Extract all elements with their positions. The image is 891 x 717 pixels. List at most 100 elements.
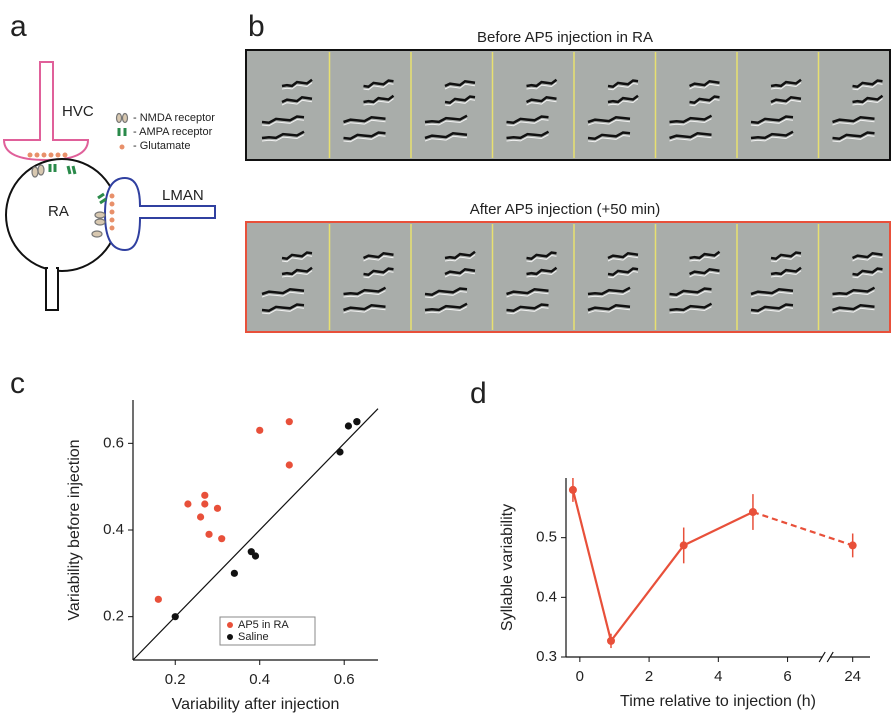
harmonic-stroke bbox=[444, 95, 476, 105]
harmonic-stroke bbox=[832, 286, 876, 296]
harmonic-shadow bbox=[424, 135, 468, 142]
data-point bbox=[213, 504, 222, 512]
harmonic-stroke bbox=[688, 79, 720, 88]
harmonic-shadow bbox=[526, 82, 557, 90]
harmonic-stroke bbox=[506, 303, 549, 312]
legend-marker bbox=[227, 622, 233, 628]
harmonic-stroke bbox=[526, 78, 558, 88]
data-point bbox=[171, 613, 179, 621]
harmonic-shadow bbox=[587, 119, 631, 126]
harmonic-stroke bbox=[832, 304, 875, 312]
harmonic-stroke bbox=[750, 288, 794, 296]
key-label: - AMPA receptor bbox=[133, 126, 213, 138]
ampa-receptors bbox=[48, 164, 107, 205]
line-segment bbox=[610, 544, 685, 642]
data-point bbox=[285, 418, 293, 426]
hvc-neuron bbox=[2, 61, 90, 162]
harmonic-stroke bbox=[770, 251, 802, 261]
harmonic-shadow bbox=[607, 82, 639, 91]
harmonic-shadow bbox=[444, 254, 476, 262]
spectrograms bbox=[245, 49, 891, 333]
legend-marker bbox=[227, 634, 233, 640]
harmonic-shadow bbox=[343, 119, 386, 126]
y-tick-label: 0.6 bbox=[103, 434, 124, 451]
x-tick-label: 0.2 bbox=[165, 671, 186, 688]
harmonic-stroke bbox=[261, 130, 305, 140]
x-axis-label: Variability after injection bbox=[172, 696, 340, 713]
harmonic-stroke bbox=[587, 116, 631, 124]
harmonic-stroke bbox=[587, 131, 631, 140]
harmonic-stroke bbox=[343, 131, 386, 140]
axis-break bbox=[818, 651, 834, 663]
harmonic-shadow bbox=[424, 118, 468, 126]
y-axis-label: Syllable variability bbox=[499, 504, 516, 631]
harmonic-stroke bbox=[363, 79, 394, 89]
data-point bbox=[184, 500, 192, 508]
harmonic-stroke bbox=[261, 303, 305, 312]
harmonic-stroke bbox=[526, 251, 557, 261]
ra-axon bbox=[45, 267, 59, 311]
harmonic-shadow bbox=[669, 306, 712, 314]
y-tick-label: 0.4 bbox=[103, 521, 124, 538]
harmonic-stroke bbox=[444, 267, 476, 276]
harmonic-shadow bbox=[444, 271, 476, 278]
neuron-diagram bbox=[2, 61, 216, 311]
data-point bbox=[568, 485, 577, 494]
harmonic-stroke bbox=[526, 266, 558, 276]
harmonic-stroke bbox=[851, 251, 883, 260]
harmonic-shadow bbox=[281, 82, 313, 90]
harmonic-shadow bbox=[689, 271, 720, 278]
harmonic-stroke bbox=[669, 287, 712, 296]
harmonic-shadow bbox=[261, 291, 305, 298]
harmonic-stroke bbox=[669, 114, 713, 124]
harmonic-stroke bbox=[770, 95, 802, 104]
harmonic-shadow bbox=[526, 254, 557, 263]
harmonic-stroke bbox=[363, 267, 394, 277]
data-point bbox=[251, 552, 260, 560]
harmonic-shadow bbox=[669, 135, 712, 142]
data-point bbox=[344, 422, 353, 430]
harmonic-shadow bbox=[424, 290, 468, 299]
harmonic-stroke bbox=[607, 79, 639, 89]
x-axis-label: Time relative to injection (h) bbox=[620, 693, 816, 710]
harmonic-stroke bbox=[444, 79, 476, 88]
data-point bbox=[205, 530, 213, 538]
harmonic-stroke bbox=[424, 287, 468, 296]
harmonic-shadow bbox=[770, 99, 802, 106]
line-segment bbox=[752, 510, 854, 547]
data-point bbox=[336, 448, 344, 456]
harmonic-stroke bbox=[281, 251, 313, 261]
harmonic-shadow bbox=[343, 290, 386, 298]
spectrogram-title: After AP5 injection (+50 min) bbox=[470, 201, 661, 218]
harmonic-shadow bbox=[444, 98, 476, 107]
harmonic-shadow bbox=[669, 290, 712, 299]
harmonic-shadow bbox=[689, 98, 720, 107]
key-label: - Glutamate bbox=[133, 140, 190, 152]
harmonic-stroke bbox=[669, 302, 713, 312]
harmonic-shadow bbox=[607, 255, 639, 262]
harmonic-stroke bbox=[281, 78, 313, 88]
harmonic-shadow bbox=[852, 82, 883, 91]
data-point bbox=[256, 426, 264, 434]
harmonic-stroke bbox=[363, 94, 395, 104]
x-tick-label: 0.6 bbox=[334, 671, 355, 688]
harmonic-shadow bbox=[444, 83, 476, 90]
harmonic-stroke bbox=[281, 266, 313, 276]
harmonic-shadow bbox=[607, 270, 639, 279]
harmonic-stroke bbox=[770, 266, 802, 276]
harmonic-shadow bbox=[281, 254, 313, 263]
harmonic-shadow bbox=[852, 255, 883, 262]
harmonic-shadow bbox=[770, 254, 802, 263]
harmonic-stroke bbox=[832, 131, 875, 140]
data-point bbox=[201, 500, 209, 508]
harmonic-shadow bbox=[832, 119, 875, 126]
harmonic-shadow bbox=[363, 98, 394, 106]
harmonic-stroke bbox=[852, 267, 883, 277]
harmonic-stroke bbox=[444, 250, 476, 260]
lman-label: LMAN bbox=[162, 187, 204, 204]
harmonic-shadow bbox=[363, 82, 394, 91]
data-point bbox=[607, 636, 616, 645]
harmonic-shadow bbox=[750, 134, 794, 142]
y-tick-label: 0.4 bbox=[536, 588, 557, 605]
